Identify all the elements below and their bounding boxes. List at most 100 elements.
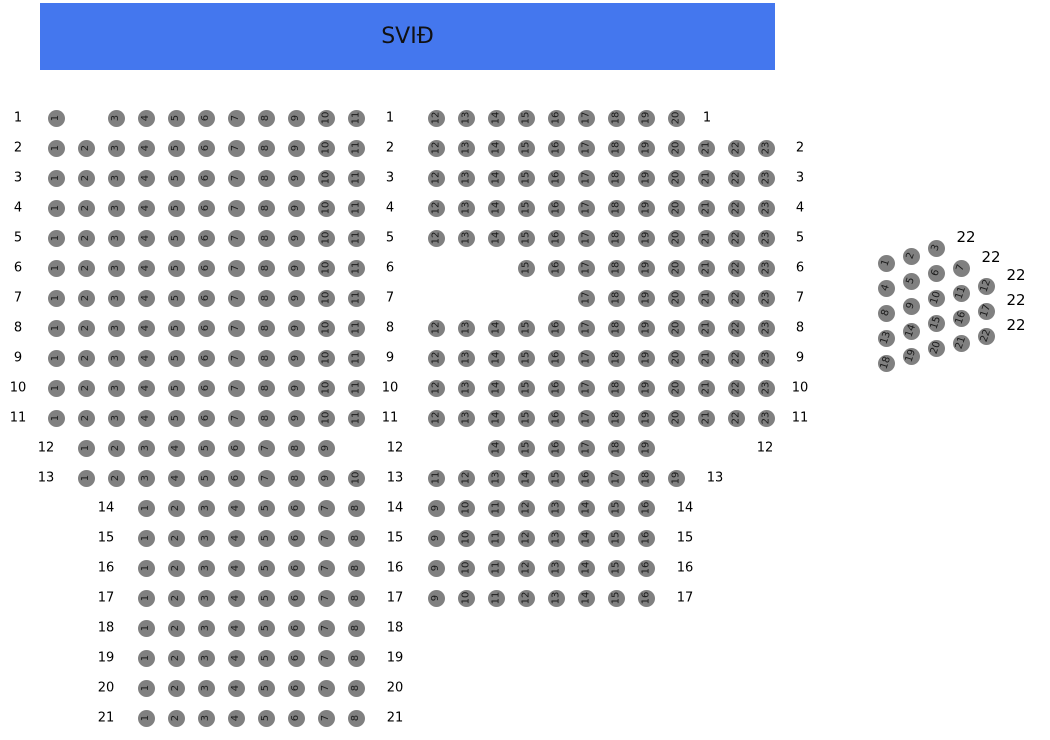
- seat-left-r21-1[interactable]: 1: [137, 709, 155, 727]
- seat-left-r11-4[interactable]: 4: [137, 409, 155, 427]
- seat-left-r21-2[interactable]: 2: [167, 709, 185, 727]
- seat-left-r21-4[interactable]: 4: [227, 709, 245, 727]
- seat-left-r11-9[interactable]: 9: [287, 409, 305, 427]
- seat-middle-r8-16[interactable]: 16: [547, 319, 565, 337]
- seat-middle-r3-17[interactable]: 17: [577, 169, 595, 187]
- seat-left-r5-11[interactable]: 11: [347, 229, 365, 247]
- seat-middle-r5-16[interactable]: 16: [547, 229, 565, 247]
- seat-middle-r10-20[interactable]: 20: [667, 379, 685, 397]
- seat-box-10[interactable]: 10: [927, 289, 945, 307]
- seat-left-r21-5[interactable]: 5: [257, 709, 275, 727]
- seat-middle-r7-22[interactable]: 22: [727, 289, 745, 307]
- seat-left-r13-5[interactable]: 5: [197, 469, 215, 487]
- seat-middle-r15-15[interactable]: 15: [607, 529, 625, 547]
- seat-middle-r14-11[interactable]: 11: [487, 499, 505, 517]
- seat-left-r1-8[interactable]: 8: [257, 109, 275, 127]
- seat-left-r10-7[interactable]: 7: [227, 379, 245, 397]
- seat-left-r3-10[interactable]: 10: [317, 169, 335, 187]
- seat-middle-r5-23[interactable]: 23: [757, 229, 775, 247]
- seat-middle-r9-17[interactable]: 17: [577, 349, 595, 367]
- seat-left-r20-7[interactable]: 7: [317, 679, 335, 697]
- seat-left-r20-6[interactable]: 6: [287, 679, 305, 697]
- seat-left-r18-5[interactable]: 5: [257, 619, 275, 637]
- seat-middle-r4-23[interactable]: 23: [757, 199, 775, 217]
- seat-left-r18-4[interactable]: 4: [227, 619, 245, 637]
- seat-box-5[interactable]: 5: [902, 272, 920, 290]
- seat-left-r15-4[interactable]: 4: [227, 529, 245, 547]
- seat-left-r7-10[interactable]: 10: [317, 289, 335, 307]
- seat-middle-r3-22[interactable]: 22: [727, 169, 745, 187]
- seat-left-r4-2[interactable]: 2: [77, 199, 95, 217]
- seat-middle-r7-23[interactable]: 23: [757, 289, 775, 307]
- seat-middle-r14-15[interactable]: 15: [607, 499, 625, 517]
- seat-middle-r10-12[interactable]: 12: [427, 379, 445, 397]
- seat-left-r14-1[interactable]: 1: [137, 499, 155, 517]
- seat-middle-r3-15[interactable]: 15: [517, 169, 535, 187]
- seat-box-11[interactable]: 11: [952, 284, 970, 302]
- seat-left-r8-2[interactable]: 2: [77, 319, 95, 337]
- seat-middle-r5-12[interactable]: 12: [427, 229, 445, 247]
- seat-middle-r11-23[interactable]: 23: [757, 409, 775, 427]
- seat-middle-r15-10[interactable]: 10: [457, 529, 475, 547]
- seat-left-r9-1[interactable]: 1: [47, 349, 65, 367]
- seat-middle-r2-20[interactable]: 20: [667, 139, 685, 157]
- seat-left-r6-1[interactable]: 1: [47, 259, 65, 277]
- seat-left-r6-9[interactable]: 9: [287, 259, 305, 277]
- seat-left-r19-7[interactable]: 7: [317, 649, 335, 667]
- seat-middle-r4-12[interactable]: 12: [427, 199, 445, 217]
- seat-middle-r2-17[interactable]: 17: [577, 139, 595, 157]
- seat-left-r11-11[interactable]: 11: [347, 409, 365, 427]
- seat-middle-r4-19[interactable]: 19: [637, 199, 655, 217]
- seat-middle-r13-11[interactable]: 11: [427, 469, 445, 487]
- seat-left-r14-8[interactable]: 8: [347, 499, 365, 517]
- seat-middle-r9-19[interactable]: 19: [637, 349, 655, 367]
- seat-left-r16-3[interactable]: 3: [197, 559, 215, 577]
- seat-left-r13-7[interactable]: 7: [257, 469, 275, 487]
- seat-left-r1-1[interactable]: 1: [47, 109, 65, 127]
- seat-middle-r6-15[interactable]: 15: [517, 259, 535, 277]
- seat-middle-r8-17[interactable]: 17: [577, 319, 595, 337]
- seat-left-r4-10[interactable]: 10: [317, 199, 335, 217]
- seat-middle-r15-14[interactable]: 14: [577, 529, 595, 547]
- seat-left-r7-3[interactable]: 3: [107, 289, 125, 307]
- seat-middle-r6-20[interactable]: 20: [667, 259, 685, 277]
- seat-left-r7-9[interactable]: 9: [287, 289, 305, 307]
- seat-middle-r2-15[interactable]: 15: [517, 139, 535, 157]
- seat-middle-r12-14[interactable]: 14: [487, 439, 505, 457]
- seat-middle-r8-13[interactable]: 13: [457, 319, 475, 337]
- seat-left-r14-4[interactable]: 4: [227, 499, 245, 517]
- seat-left-r11-6[interactable]: 6: [197, 409, 215, 427]
- seat-middle-r4-22[interactable]: 22: [727, 199, 745, 217]
- seat-middle-r1-19[interactable]: 19: [637, 109, 655, 127]
- seat-left-r8-9[interactable]: 9: [287, 319, 305, 337]
- seat-middle-r16-13[interactable]: 13: [547, 559, 565, 577]
- seat-left-r12-2[interactable]: 2: [107, 439, 125, 457]
- seat-left-r7-6[interactable]: 6: [197, 289, 215, 307]
- seat-middle-r9-14[interactable]: 14: [487, 349, 505, 367]
- seat-middle-r16-15[interactable]: 15: [607, 559, 625, 577]
- seat-left-r12-1[interactable]: 1: [77, 439, 95, 457]
- seat-left-r11-8[interactable]: 8: [257, 409, 275, 427]
- seat-left-r7-2[interactable]: 2: [77, 289, 95, 307]
- seat-left-r4-11[interactable]: 11: [347, 199, 365, 217]
- seat-left-r3-1[interactable]: 1: [47, 169, 65, 187]
- seat-middle-r13-13[interactable]: 13: [487, 469, 505, 487]
- seat-left-r15-8[interactable]: 8: [347, 529, 365, 547]
- seat-left-r17-1[interactable]: 1: [137, 589, 155, 607]
- seat-left-r12-3[interactable]: 3: [137, 439, 155, 457]
- seat-middle-r4-21[interactable]: 21: [697, 199, 715, 217]
- seat-left-r8-6[interactable]: 6: [197, 319, 215, 337]
- seat-left-r4-9[interactable]: 9: [287, 199, 305, 217]
- seat-middle-r16-9[interactable]: 9: [427, 559, 445, 577]
- seat-left-r18-1[interactable]: 1: [137, 619, 155, 637]
- seat-middle-r17-13[interactable]: 13: [547, 589, 565, 607]
- seat-left-r16-4[interactable]: 4: [227, 559, 245, 577]
- seat-left-r11-1[interactable]: 1: [47, 409, 65, 427]
- seat-middle-r4-16[interactable]: 16: [547, 199, 565, 217]
- seat-middle-r6-22[interactable]: 22: [727, 259, 745, 277]
- seat-left-r10-10[interactable]: 10: [317, 379, 335, 397]
- seat-middle-r8-14[interactable]: 14: [487, 319, 505, 337]
- seat-left-r19-6[interactable]: 6: [287, 649, 305, 667]
- seat-left-r2-3[interactable]: 3: [107, 139, 125, 157]
- seat-box-20[interactable]: 20: [927, 339, 945, 357]
